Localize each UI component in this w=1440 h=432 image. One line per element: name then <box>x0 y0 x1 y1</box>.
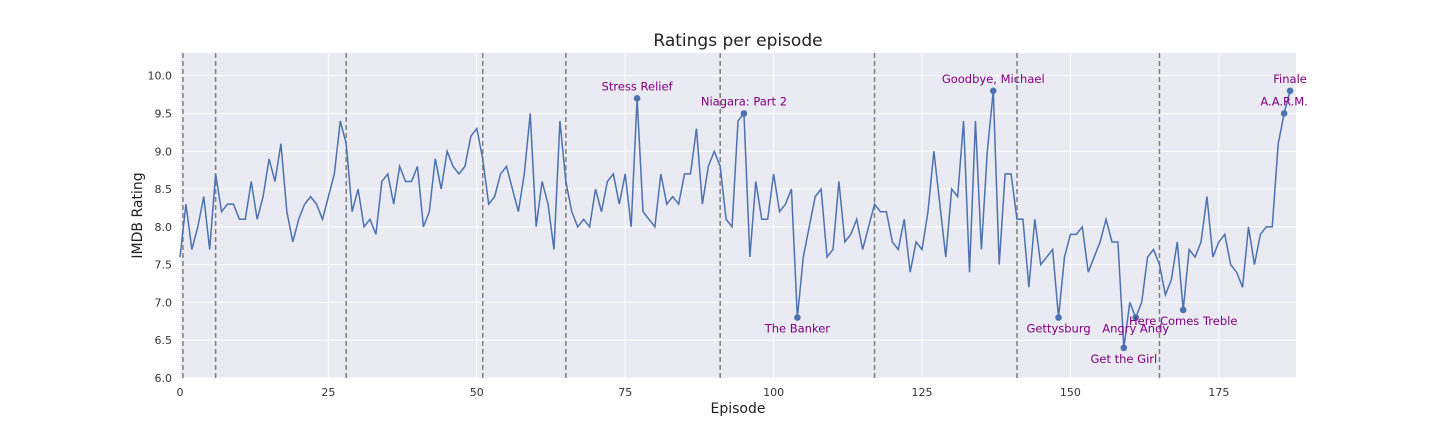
annotation-label: Finale <box>1273 72 1307 86</box>
x-tick-label: 0 <box>177 386 184 399</box>
y-tick-label: 7.0 <box>155 296 173 309</box>
series-line <box>179 90 1291 348</box>
y-axis-label: IMDB Rating <box>130 172 146 258</box>
annotated-point <box>1055 314 1062 321</box>
y-tick-label: 9.0 <box>155 145 173 158</box>
annotated-point <box>740 110 748 117</box>
annotation-label: Here Comes Treble <box>1129 314 1237 328</box>
annotation-label: Niagara: Part 2 <box>701 94 787 108</box>
x-tick-label: 125 <box>912 386 933 399</box>
annotation-label: Goodbye, Michael <box>942 72 1045 86</box>
annotation-labels: Stress Relief Niagara: Part 2 The Banker Go… <box>602 72 1308 366</box>
annotated-point <box>989 87 997 95</box>
annotated-point <box>794 314 801 321</box>
annotation-label: Angry Andy <box>1102 322 1169 336</box>
x-tick-label: 100 <box>763 386 784 399</box>
chart-title: Ratings per episode <box>653 31 822 51</box>
y-tick-label: 8.0 <box>155 221 173 234</box>
annotation-label: Get the Girl <box>1090 352 1157 366</box>
y-tick-label: 6.5 <box>155 334 173 347</box>
annotated-point <box>1179 306 1187 314</box>
y-tick-label: 10.0 <box>148 70 173 83</box>
grid-lines <box>179 53 1296 379</box>
x-tick-label: 75 <box>618 386 632 399</box>
x-tick-label: 50 <box>470 386 484 399</box>
y-tick-label: 7.5 <box>155 259 173 272</box>
annotation-label: The Banker <box>764 322 831 336</box>
annotation-label: Gettysburg <box>1026 322 1090 336</box>
plot-background <box>180 53 1296 378</box>
y-tick-label: 9.5 <box>155 107 173 120</box>
x-tick-label: 25 <box>321 386 335 399</box>
x-axis-label: Episode <box>711 401 766 417</box>
annotated-point <box>1286 87 1294 95</box>
y-tick-label: 8.5 <box>155 183 173 196</box>
annotated-points <box>633 87 1294 352</box>
x-tick-label: 150 <box>1060 386 1081 399</box>
annotation-label: Stress Relief <box>602 79 674 93</box>
annotated-point <box>1120 344 1128 352</box>
annotation-label: A.A.R.M. <box>1260 94 1307 108</box>
annotated-point <box>1132 314 1140 321</box>
y-tick-label: 6.0 <box>155 372 173 385</box>
y-axis-ticks: 6.0 6.5 7.0 7.5 8.0 8.5 9.0 9.5 10.0 <box>148 70 173 385</box>
annotated-point <box>633 95 641 102</box>
annotated-point <box>1280 110 1288 117</box>
x-tick-label: 175 <box>1208 386 1229 399</box>
x-axis-ticks: 0 25 50 75 100 125 150 175 <box>177 386 1230 399</box>
